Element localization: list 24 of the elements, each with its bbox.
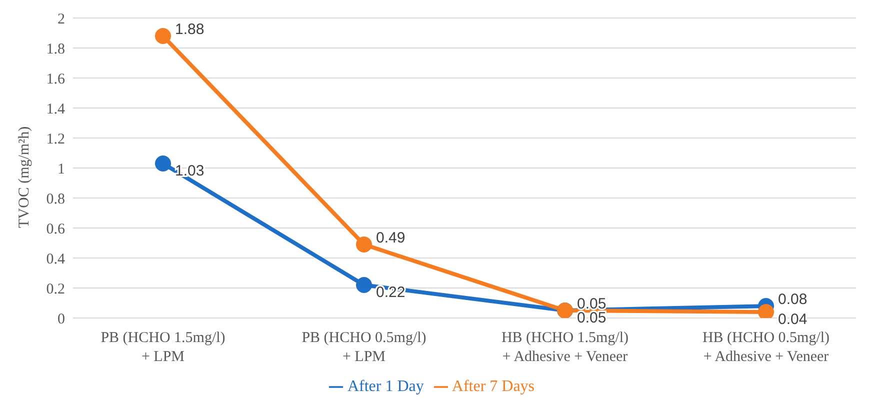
y-tick-label: 0.8 (46, 191, 65, 208)
y-tick-label: 0.6 (46, 221, 66, 238)
x-tick-label: HB (HCHO 1.5mg/l) + Adhesive + Veneer (501, 330, 629, 365)
y-tick-label: 0.4 (46, 251, 66, 268)
y-tick-label: 1.2 (46, 131, 65, 148)
y-axis-title: TVOC (mg/m²h) (16, 126, 32, 228)
data-label: 0.04 (778, 311, 808, 328)
x-tick-label: PB (HCHO 1.5mg/l) + LPM (100, 330, 226, 365)
legend-label: After 1 Day (347, 378, 424, 395)
y-tick-label: 1.4 (46, 101, 66, 118)
data-label: 1.03 (175, 162, 204, 180)
data-label: 0.49 (376, 230, 406, 246)
x-tick-label: HB (HCHO 0.5mg/l) + Adhesive + Veneer (702, 330, 830, 365)
y-tick-label: 1 (58, 161, 65, 178)
data-label: 0.05 (577, 310, 606, 326)
x-tick-label: PB (HCHO 0.5mg/l) + LPM (302, 330, 426, 365)
y-tick-label: 1.6 (46, 71, 66, 88)
y-tick-label: 2 (58, 11, 65, 28)
data-label: 1.88 (175, 21, 204, 38)
y-tick-label: 0 (58, 311, 65, 328)
legend-label: After 7 Days (452, 378, 535, 395)
y-tick-label: 1.8 (46, 41, 65, 58)
y-tick-label: 0.2 (46, 281, 65, 298)
data-label: 0.08 (778, 291, 808, 308)
